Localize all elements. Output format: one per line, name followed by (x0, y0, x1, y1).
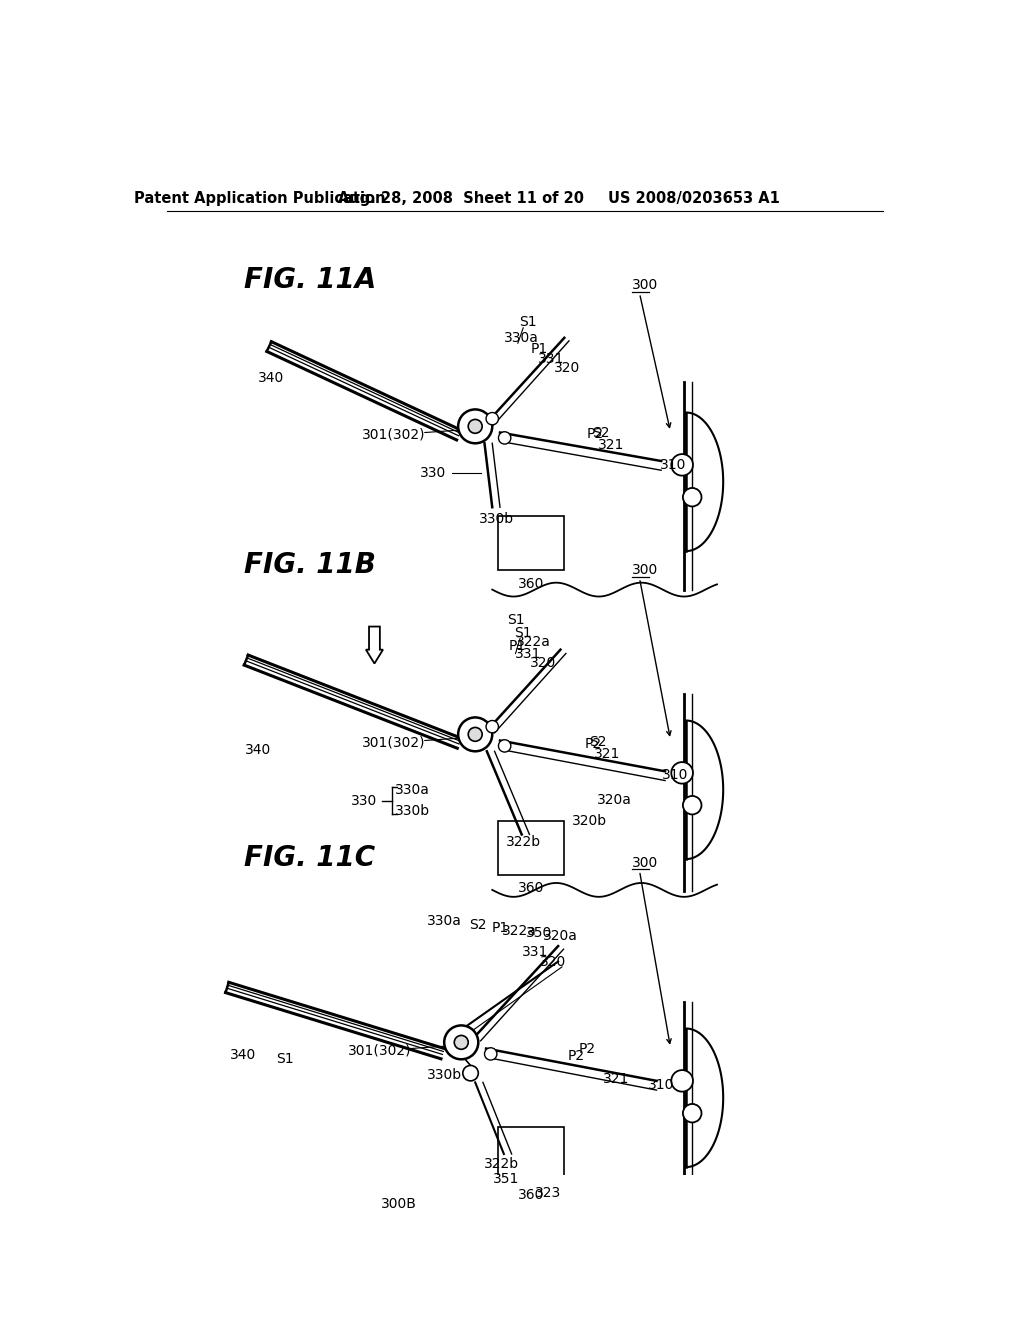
Circle shape (683, 1104, 701, 1122)
Circle shape (458, 718, 493, 751)
Circle shape (683, 488, 701, 507)
Circle shape (463, 1065, 478, 1081)
Text: P2: P2 (567, 1049, 585, 1063)
Text: 320: 320 (530, 656, 556, 669)
Text: 330: 330 (350, 793, 377, 808)
Text: 360: 360 (518, 882, 544, 895)
Text: S2: S2 (589, 735, 606, 748)
Text: S2: S2 (592, 425, 609, 440)
Text: 330a: 330a (395, 783, 430, 797)
Text: P1: P1 (492, 921, 509, 936)
Text: 322a: 322a (502, 924, 537, 937)
Text: P2: P2 (585, 737, 601, 751)
Circle shape (672, 1071, 693, 1092)
Text: 331: 331 (538, 351, 564, 366)
Text: 340: 340 (229, 1048, 256, 1063)
Text: 330b: 330b (427, 1068, 462, 1081)
Text: US 2008/0203653 A1: US 2008/0203653 A1 (608, 191, 779, 206)
Text: 300: 300 (632, 855, 658, 870)
Text: 323: 323 (535, 1185, 561, 1200)
Text: 330b: 330b (395, 804, 430, 818)
Circle shape (683, 796, 701, 814)
Text: 322b: 322b (506, 836, 541, 849)
Text: P1: P1 (530, 342, 548, 356)
Text: 310: 310 (648, 1077, 675, 1092)
Text: 301(302): 301(302) (362, 428, 426, 441)
Text: 320: 320 (554, 360, 580, 375)
Text: 331: 331 (515, 647, 541, 660)
Text: 360: 360 (518, 577, 544, 591)
Text: 310: 310 (662, 768, 688, 783)
Text: 360: 360 (518, 1188, 544, 1201)
Text: 301(302): 301(302) (348, 1043, 412, 1057)
Text: 330: 330 (420, 466, 445, 479)
Circle shape (486, 721, 499, 733)
Text: S1: S1 (507, 614, 524, 627)
Text: 331: 331 (521, 945, 548, 958)
Text: 320: 320 (540, 954, 566, 969)
Bar (499, 821, 564, 874)
Text: 350: 350 (525, 927, 552, 940)
Text: 300B: 300B (381, 1197, 417, 1210)
Text: 330b: 330b (479, 512, 514, 525)
Text: 300: 300 (632, 279, 658, 293)
Circle shape (484, 1048, 497, 1060)
Text: 320b: 320b (572, 813, 607, 828)
Text: P1: P1 (509, 639, 525, 653)
Circle shape (672, 454, 693, 475)
FancyArrow shape (366, 627, 383, 664)
Circle shape (468, 420, 482, 433)
Circle shape (499, 432, 511, 444)
Text: FIG. 11C: FIG. 11C (245, 843, 376, 871)
Text: 301(302): 301(302) (362, 735, 426, 748)
Text: S2: S2 (470, 919, 487, 932)
Text: 320a: 320a (597, 793, 632, 807)
Text: S1: S1 (514, 626, 532, 640)
Text: 330a: 330a (427, 913, 462, 928)
Circle shape (444, 1026, 478, 1059)
Bar (499, 516, 564, 570)
Text: 321: 321 (598, 438, 624, 451)
Circle shape (486, 413, 499, 425)
Text: Aug. 28, 2008  Sheet 11 of 20: Aug. 28, 2008 Sheet 11 of 20 (338, 191, 585, 206)
Circle shape (458, 409, 493, 444)
Text: 320a: 320a (543, 929, 578, 942)
Text: 330a: 330a (504, 331, 540, 345)
Bar (499, 1127, 564, 1181)
Circle shape (672, 762, 693, 784)
Text: 322b: 322b (484, 1158, 519, 1171)
Text: Patent Application Publication: Patent Application Publication (134, 191, 385, 206)
Text: 322a: 322a (516, 635, 551, 649)
Text: 321: 321 (594, 747, 621, 762)
Text: S1: S1 (275, 1052, 293, 1067)
Text: 340: 340 (245, 743, 271, 756)
Text: S1: S1 (519, 315, 537, 330)
Text: P2: P2 (587, 428, 604, 441)
Text: P2: P2 (579, 1041, 595, 1056)
Text: 340: 340 (258, 371, 285, 385)
Circle shape (499, 739, 511, 752)
Text: 351: 351 (493, 1172, 519, 1187)
Text: 300: 300 (632, 564, 658, 577)
Text: 321: 321 (603, 1072, 630, 1086)
Circle shape (455, 1035, 468, 1049)
Text: 310: 310 (659, 458, 686, 471)
Circle shape (468, 727, 482, 742)
Text: FIG. 11B: FIG. 11B (245, 550, 376, 579)
Text: FIG. 11A: FIG. 11A (245, 267, 377, 294)
